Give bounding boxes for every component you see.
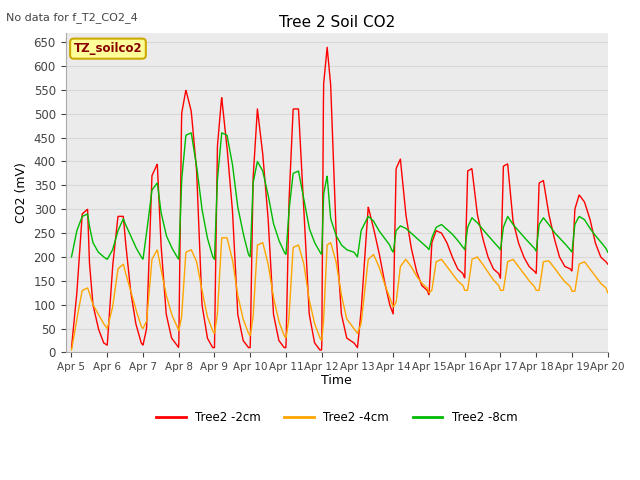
Tree2 -2cm (68, 345, 76, 350)
Line: Tree2 -4cm: Tree2 -4cm (72, 238, 608, 350)
Text: No data for f_T2_CO2_4: No data for f_T2_CO2_4 (6, 12, 138, 23)
Tree2 -2cm (604, 261, 612, 267)
Tree2 -8cm (218, 130, 225, 136)
Tree2 -8cm (315, 247, 323, 252)
Tree2 -4cm (218, 235, 225, 240)
Tree2 -4cm (68, 347, 76, 353)
Tree2 -4cm (604, 290, 612, 296)
Tree2 -8cm (589, 229, 596, 235)
Text: TZ_soilco2: TZ_soilco2 (74, 42, 142, 55)
Tree2 -2cm (314, 345, 322, 350)
Tree2 -4cm (490, 277, 498, 283)
Tree2 -4cm (589, 269, 596, 275)
Y-axis label: CO2 (mV): CO2 (mV) (15, 162, 28, 223)
Tree2 -8cm (589, 229, 596, 235)
Title: Tree 2 Soil CO2: Tree 2 Soil CO2 (278, 15, 395, 30)
Tree2 -4cm (314, 331, 322, 336)
Tree2 -2cm (589, 228, 596, 233)
Tree2 -8cm (604, 249, 612, 255)
Tree2 -2cm (490, 267, 498, 273)
Tree2 -2cm (323, 45, 331, 50)
Tree2 -2cm (95, 327, 102, 333)
Tree2 -8cm (490, 240, 498, 246)
Tree2 -8cm (95, 250, 102, 255)
Tree2 -4cm (588, 269, 596, 275)
Tree2 -8cm (68, 254, 76, 260)
Tree2 -8cm (211, 256, 218, 262)
Tree2 -2cm (329, 140, 337, 146)
Legend: Tree2 -2cm, Tree2 -4cm, Tree2 -8cm: Tree2 -2cm, Tree2 -4cm, Tree2 -8cm (151, 406, 522, 429)
Line: Tree2 -8cm: Tree2 -8cm (72, 133, 608, 259)
Line: Tree2 -2cm: Tree2 -2cm (72, 48, 608, 350)
Tree2 -8cm (329, 222, 337, 228)
Tree2 -2cm (589, 228, 596, 234)
Tree2 -4cm (329, 246, 337, 252)
Tree2 -2cm (316, 347, 324, 353)
Tree2 -4cm (95, 312, 102, 318)
X-axis label: Time: Time (321, 373, 352, 386)
